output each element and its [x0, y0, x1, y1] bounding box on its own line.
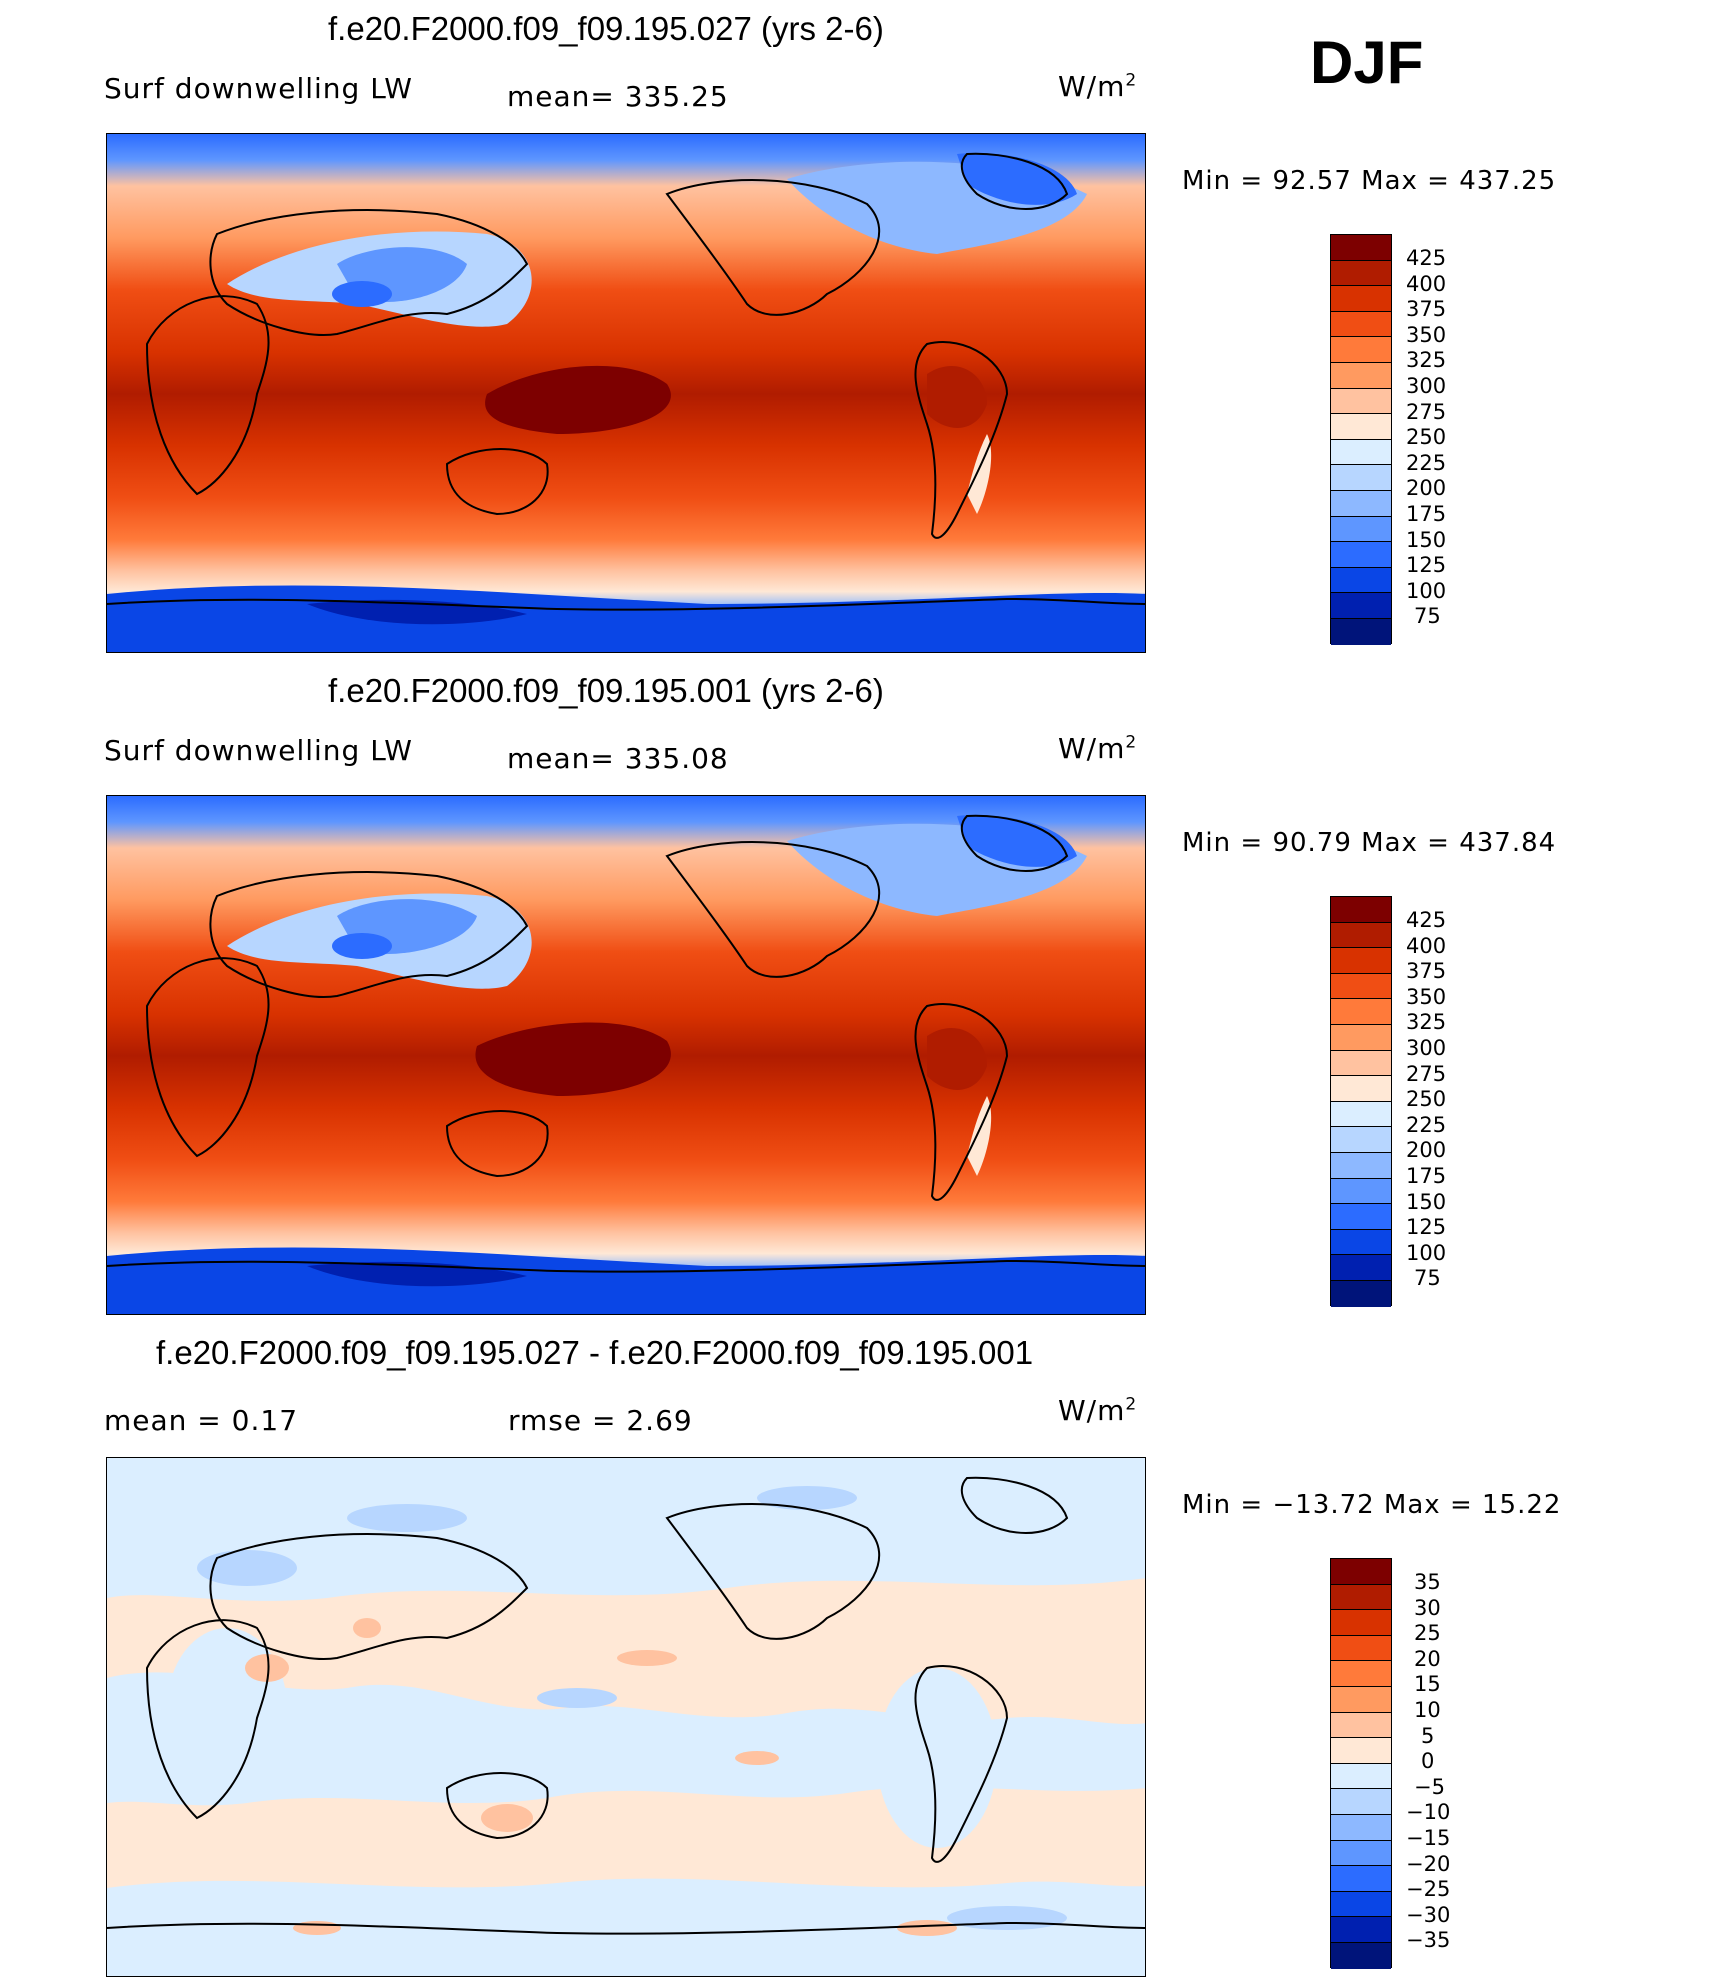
panel-title: f.e20.F2000.f09_f09.195.027 (yrs 2-6): [328, 10, 884, 47]
mean-label: mean= 335.25: [507, 80, 729, 113]
colorbar-tick: 225: [1406, 451, 1447, 475]
colorbar-tick: 20: [1414, 1647, 1441, 1671]
colorbar-tick: 400: [1406, 934, 1447, 958]
colorbar-tick: −25: [1406, 1877, 1451, 1901]
colorbar-tick: 400: [1406, 272, 1447, 296]
colorbar-tick: −20: [1406, 1852, 1451, 1876]
colorbar-tick: 25: [1414, 1621, 1441, 1645]
panel-title: f.e20.F2000.f09_f09.195.027 - f.e20.F200…: [156, 1334, 1034, 1371]
mean-label: mean= 335.08: [507, 742, 729, 775]
colorbar-tick: 425: [1406, 908, 1447, 932]
colorbar-tick: 200: [1406, 1138, 1447, 1162]
colorbar-tick: 300: [1406, 374, 1447, 398]
colorbar-tick: −5: [1414, 1775, 1445, 1799]
colorbar-tick: 350: [1406, 985, 1447, 1009]
min-max-label: Min = 90.79 Max = 437.84: [1182, 828, 1557, 858]
colorbar-tick: 100: [1406, 579, 1447, 603]
colorbar-tick: 375: [1406, 297, 1447, 321]
map-panel-1: [106, 133, 1146, 653]
map-panel-3: [106, 1457, 1146, 1977]
colorbar-tick: 325: [1406, 1010, 1447, 1034]
colorbar-tick: 125: [1406, 1215, 1447, 1239]
min-max-label: Min = 92.57 Max = 437.25: [1182, 166, 1557, 196]
colorbar-tick: 100: [1406, 1241, 1447, 1265]
colorbar-tick: −35: [1406, 1928, 1451, 1952]
colorbar-tick: 375: [1406, 959, 1447, 983]
colorbar-tick: 30: [1414, 1596, 1441, 1620]
colorbar-tick: 175: [1406, 502, 1447, 526]
season-label: DJF: [1310, 29, 1424, 96]
min-max-label: Min = −13.72 Max = 15.22: [1182, 1490, 1562, 1520]
colorbar-tick: 0: [1421, 1749, 1435, 1773]
units-label: W/m2: [1058, 70, 1138, 103]
colorbar-tick: 125: [1406, 553, 1447, 577]
colorbar-tick: 325: [1406, 348, 1447, 372]
colorbar-tick: 10: [1414, 1698, 1441, 1722]
colorbar-tick: 250: [1406, 425, 1447, 449]
colorbar-tick: −30: [1406, 1903, 1451, 1927]
colorbar-tick: 350: [1406, 323, 1447, 347]
colorbar-tick: 200: [1406, 476, 1447, 500]
colorbar-tick: 75: [1414, 1266, 1441, 1290]
units-label: W/m2: [1058, 732, 1138, 765]
colorbar-panel-1: [1330, 234, 1392, 645]
variable-label: Surf downwelling LW: [104, 72, 413, 105]
colorbar-tick: 5: [1421, 1724, 1435, 1748]
mean-label: mean = 0.17: [104, 1404, 299, 1437]
colorbar-tick: 300: [1406, 1036, 1447, 1060]
colorbar-panel-2: [1330, 896, 1392, 1307]
colorbar-tick: 250: [1406, 1087, 1447, 1111]
variable-label: Surf downwelling LW: [104, 734, 413, 767]
colorbar-tick: 150: [1406, 1190, 1447, 1214]
colorbar-tick: 15: [1414, 1672, 1441, 1696]
map-panel-2: [106, 795, 1146, 1315]
units-label: W/m2: [1058, 1394, 1138, 1427]
colorbar-panel-3: [1330, 1558, 1392, 1969]
colorbar-tick: 275: [1406, 400, 1447, 424]
colorbar-tick: 425: [1406, 246, 1447, 270]
colorbar-tick: 150: [1406, 528, 1447, 552]
colorbar-tick: 225: [1406, 1113, 1447, 1137]
panel-title: f.e20.F2000.f09_f09.195.001 (yrs 2-6): [328, 672, 884, 709]
colorbar-tick: 275: [1406, 1062, 1447, 1086]
colorbar-tick: 175: [1406, 1164, 1447, 1188]
colorbar-tick: 35: [1414, 1570, 1441, 1594]
colorbar-tick: 75: [1414, 604, 1441, 628]
colorbar-tick: −15: [1406, 1826, 1451, 1850]
colorbar-tick: −10: [1406, 1800, 1451, 1824]
rmse-label: rmse = 2.69: [508, 1404, 693, 1437]
